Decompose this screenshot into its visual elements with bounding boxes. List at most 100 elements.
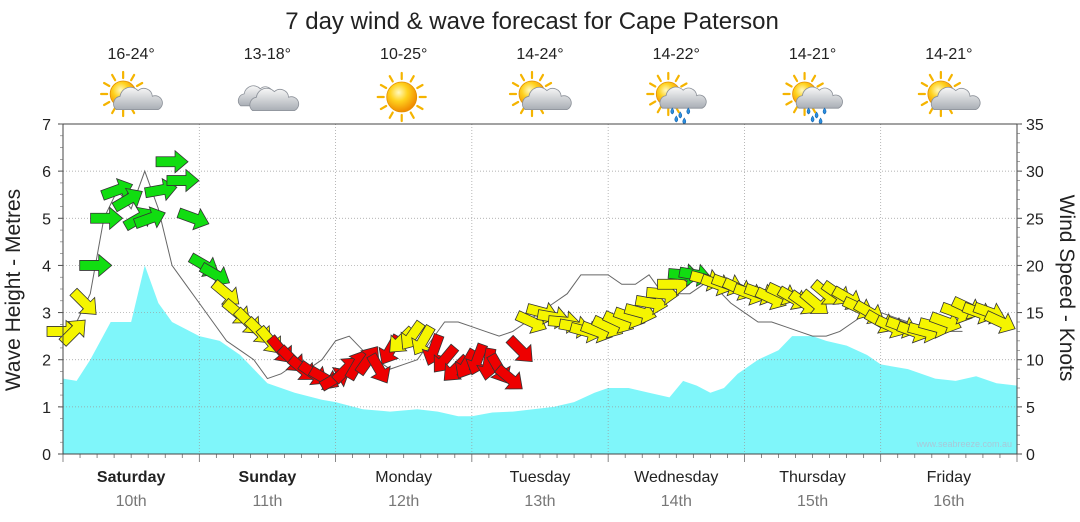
sun-ray: [648, 100, 657, 106]
sun-ray: [792, 74, 799, 83]
cloud-shape: [930, 86, 981, 110]
day-date-label: 15th: [797, 493, 828, 510]
day-name-label: Friday: [927, 469, 971, 486]
wind-direction-arrow: [79, 253, 113, 278]
day-date-label: 16th: [933, 493, 964, 510]
arrow-shape: [505, 334, 533, 363]
sun-ray: [519, 106, 526, 115]
wind-direction-arrow: [132, 206, 166, 229]
sun-ray: [538, 73, 545, 82]
day-temperature: 14-21°: [925, 46, 972, 63]
sun-ray: [920, 81, 929, 88]
rain-drop: [674, 115, 679, 123]
sun-ray: [544, 81, 553, 88]
sun-ray: [810, 74, 817, 83]
day-temperature: 13-18°: [244, 46, 291, 63]
rain-drop: [818, 117, 823, 125]
arrow-shape: [983, 310, 1016, 334]
right-tick-label: 30: [1026, 164, 1044, 181]
sun-ray: [928, 106, 934, 115]
sun-ray: [680, 82, 688, 88]
rain-drop: [678, 111, 683, 119]
wind-direction-arrow: [421, 333, 445, 366]
showers-icon: [646, 71, 707, 125]
arrow-shape: [90, 206, 124, 231]
arrow-shape: [58, 319, 86, 347]
sun-ray: [928, 73, 934, 82]
wind-direction-arrow: [176, 207, 210, 231]
right-tick-label: 10: [1026, 353, 1044, 370]
rain-drop: [670, 107, 675, 115]
left-tick-label: 7: [42, 117, 51, 134]
arrow-shape: [411, 323, 436, 356]
sun-ray: [656, 74, 662, 83]
partly-cloudy-icon: [508, 70, 572, 118]
day-temperature: 14-21°: [789, 46, 836, 63]
partly-cloudy-icon: [100, 70, 163, 118]
sun-ray: [648, 82, 657, 88]
sun-ray: [920, 100, 929, 107]
wind-arrows-layer: [46, 149, 1016, 392]
sun-ray: [953, 81, 962, 88]
wind-direction-arrow: [928, 311, 962, 335]
rain-drop: [806, 107, 811, 115]
sun-ray: [656, 105, 662, 114]
sun-ray: [511, 100, 520, 107]
cloud-shape: [795, 86, 843, 109]
wind-direction-arrow: [69, 287, 97, 315]
day-name-label: Sunday: [239, 469, 297, 486]
sun-disc: [386, 81, 418, 113]
day-name-label: Monday: [375, 469, 432, 486]
wind-direction-arrow: [155, 149, 189, 174]
right-axis-label: Wind Speed - Knots: [1055, 195, 1078, 382]
weather-row: 16-24° 13-18° 10-25° 14-24° 14-22° 14-21° 14-2…: [100, 46, 981, 125]
left-tick-label: 2: [42, 353, 51, 370]
cloud-shape: [522, 86, 572, 110]
cloud-shape: [659, 86, 707, 109]
chart-title: 7 day wind & wave forecast for Cape Pate…: [285, 8, 779, 35]
wind-direction-arrow: [493, 363, 523, 390]
rain-drop: [810, 115, 815, 123]
day-date-label: 10th: [116, 493, 147, 510]
left-tick-label: 5: [42, 211, 51, 228]
left-tick-label: 4: [42, 258, 51, 275]
cloud-shape: [249, 87, 300, 111]
sun-ray: [519, 73, 526, 82]
day-date-label: 13th: [524, 493, 555, 510]
showers-icon: [782, 71, 843, 125]
left-tick-label: 1: [42, 400, 51, 417]
sun-ray: [388, 75, 394, 83]
cloudy-icon: [237, 85, 300, 111]
sun-ray: [416, 83, 424, 90]
sun-ray: [785, 100, 793, 106]
wind-direction-arrow: [505, 334, 533, 363]
wind-direction-arrow: [411, 323, 436, 356]
sun-ray: [792, 105, 799, 114]
x-axis: Saturday 10th Sunday 11th Monday 12th Tuesday 1…: [62, 454, 1018, 510]
left-axis-label: Wave Height - Metres: [2, 189, 25, 391]
sun-ray: [409, 75, 415, 83]
sun-ray: [135, 81, 144, 88]
rain-drop: [686, 107, 691, 115]
arrow-shape: [928, 311, 962, 335]
day-name-label: Thursday: [779, 469, 846, 486]
day-temperature: 14-22°: [653, 46, 700, 63]
sun-ray: [379, 83, 388, 90]
sun-ray: [111, 73, 117, 82]
wind-direction-arrow: [623, 301, 657, 325]
sun-ray: [816, 82, 824, 88]
left-tick-label: 3: [42, 306, 51, 323]
right-tick-label: 35: [1026, 117, 1044, 134]
wave-height-area: [63, 265, 1017, 454]
wind-direction-arrow: [111, 187, 143, 213]
arrow-shape: [155, 149, 189, 174]
right-tick-label: 5: [1026, 400, 1035, 417]
arrow-shape: [493, 363, 523, 390]
day-date-label: 14th: [661, 493, 692, 510]
sun-ray: [409, 111, 415, 119]
arrow-shape: [69, 287, 97, 315]
day-temperature: 14-24°: [516, 46, 563, 63]
left-axis: 0 1 2 3 4 5 6 7: [42, 117, 63, 464]
watermark: www.seabreeze.com.au: [915, 439, 1012, 449]
